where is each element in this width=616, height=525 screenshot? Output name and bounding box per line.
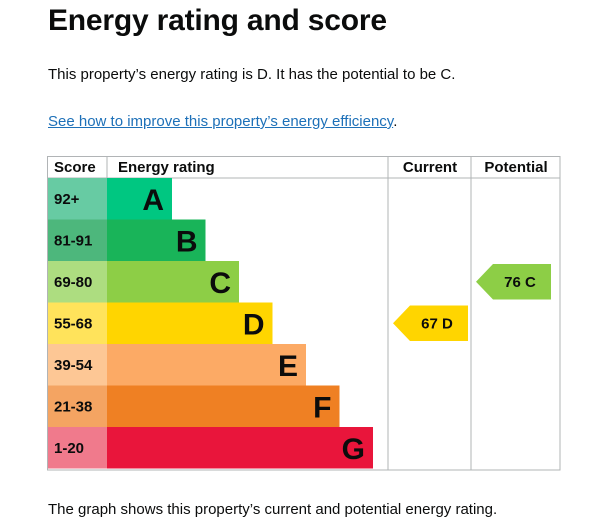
energy-rating-chart: Score Energy rating Current Potential 92+ A 81… (47, 156, 561, 471)
improve-efficiency-link[interactable]: See how to improve this property’s energ… (48, 113, 394, 130)
rating-letter-c: C (209, 267, 231, 300)
rating-bar-b (107, 219, 206, 261)
score-range-f: 21-38 (54, 398, 92, 415)
rating-bar-d (107, 302, 273, 344)
rating-letter-b: B (176, 225, 198, 258)
link-suffix: . (393, 113, 398, 130)
rating-summary: This property’s energy rating is D. It h… (48, 66, 456, 83)
rating-letter-f: F (313, 391, 331, 424)
potential-rating-arrow (476, 264, 551, 300)
header-current: Current (403, 159, 457, 176)
rating-letter-e: E (278, 350, 298, 383)
chart-frame (47, 156, 561, 471)
score-cell-f (48, 385, 107, 427)
score-range-a: 92+ (54, 191, 80, 208)
score-cell-d (48, 302, 107, 344)
rating-bar-c (107, 261, 239, 303)
rating-bar-e (107, 344, 306, 386)
rating-bar-a (107, 178, 172, 220)
improve-link-line: See how to improve this property’s energ… (48, 113, 397, 130)
rating-letter-a: A (142, 184, 164, 217)
rating-letter-d: D (243, 308, 265, 341)
rating-letter-g: G (342, 433, 365, 466)
rating-bar-g (107, 427, 373, 469)
header-potential: Potential (484, 159, 547, 176)
header-energy-rating: Energy rating (118, 159, 215, 176)
score-cell-e (48, 344, 107, 386)
page-title: Energy rating and score (48, 4, 387, 37)
score-range-g: 1-20 (54, 440, 84, 457)
current-rating-label: 67 D (421, 315, 453, 332)
score-cell-g (48, 427, 107, 469)
score-range-b: 81-91 (54, 232, 92, 249)
score-cell-a (48, 178, 107, 220)
chart-description: The graph shows this property’s current … (48, 501, 498, 518)
header-score: Score (54, 159, 96, 176)
score-cell-b (48, 219, 107, 261)
potential-rating-label: 76 C (504, 274, 536, 291)
score-range-c: 69-80 (54, 274, 92, 291)
score-range-e: 39-54 (54, 357, 93, 374)
rating-bar-f (107, 385, 340, 427)
score-cell-c (48, 261, 107, 303)
score-range-d: 55-68 (54, 315, 92, 332)
current-rating-arrow (393, 305, 468, 341)
